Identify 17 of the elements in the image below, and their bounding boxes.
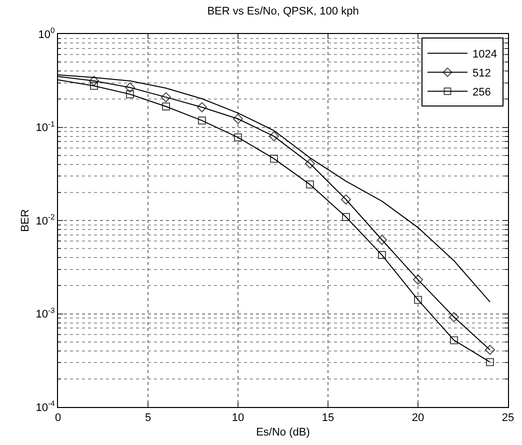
x-tick-label: 5 bbox=[144, 412, 152, 424]
y-tick-label: 10$^{-2}$ bbox=[36, 212, 55, 228]
legend-label: 256 bbox=[472, 86, 491, 99]
chart-title: BER vs Es/No, QPSK, 100 kph bbox=[207, 5, 359, 18]
y-tick-label: 10$^{0}$ bbox=[38, 26, 55, 41]
x-tick-label: 0 bbox=[54, 412, 62, 424]
legend-label: 512 bbox=[472, 68, 491, 80]
x-tick-label: 20 bbox=[412, 412, 424, 424]
y-tick-label: 10$^{-3}$ bbox=[36, 306, 55, 321]
x-tick-label: 10 bbox=[232, 412, 244, 424]
y-axis-title: BER bbox=[19, 209, 32, 232]
x-tick-label: 25 bbox=[502, 412, 514, 424]
y-tick-label: 10$^{-4}$ bbox=[36, 399, 56, 414]
y-tick-label: 10$^{-1}$ bbox=[36, 119, 55, 134]
x-tick-label: 15 bbox=[322, 412, 334, 424]
legend-label: 1024 bbox=[472, 48, 497, 61]
x-axis-title: Es/No (dB) bbox=[256, 426, 310, 438]
